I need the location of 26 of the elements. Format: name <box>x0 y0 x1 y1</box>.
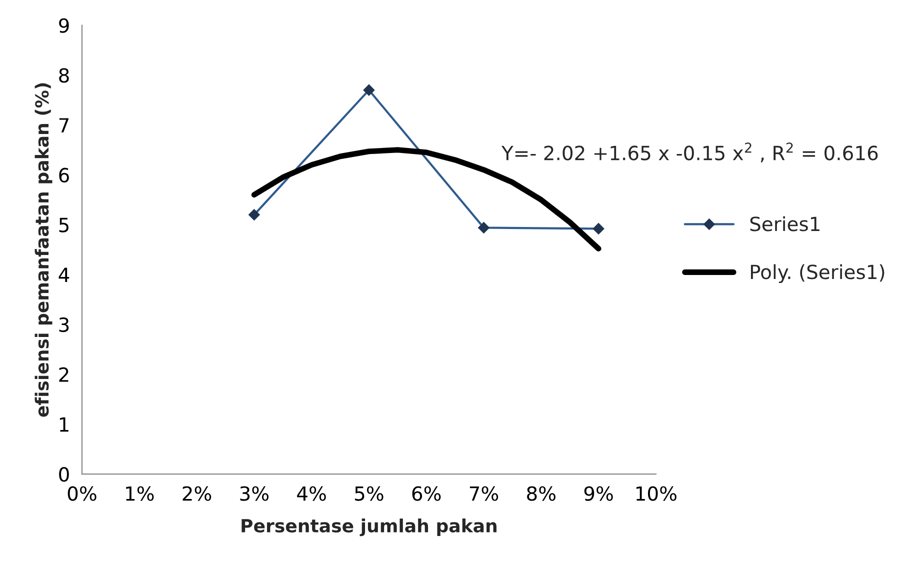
y-tick-label: 0 <box>59 467 69 482</box>
x-tick-label: 9% <box>584 486 613 501</box>
y-tick-label: 1 <box>60 417 68 432</box>
y-tick-label: 9 <box>59 18 69 33</box>
legend-label: Series1 <box>750 216 820 232</box>
annotation: Y=- 2.02 +1.65 x -0.15 x$^{2}$ , R$^{2}$ = 0.616 <box>501 142 878 162</box>
x-tick-label: 3% <box>240 486 269 501</box>
y-tick-label: 5 <box>59 218 68 232</box>
x-tick-label: 2% <box>182 486 212 501</box>
x-tick-label: 0% <box>68 486 96 501</box>
x-tick-label: 8% <box>527 486 556 501</box>
y-tick-label: 6 <box>59 168 69 183</box>
x-tick-label: 7% <box>470 486 498 501</box>
y-tick-label: 4 <box>58 268 70 282</box>
y-tick-label: 3 <box>59 317 69 332</box>
x-tick-label: 6% <box>412 486 441 501</box>
y-tick-label: 8 <box>59 68 69 83</box>
y-tick-label: 2 <box>59 367 68 382</box>
x-tick-label: 5% <box>355 486 384 501</box>
x-tick-label: 1% <box>126 486 154 501</box>
x-tick-label: 4% <box>297 486 326 501</box>
y-axis-title: efisiensi pemanfaatan pakan (%) <box>34 83 52 417</box>
x-axis-title: Persentase jumlah pakan <box>242 518 496 536</box>
legend-label: Poly. (Series1) <box>750 264 884 284</box>
y-tick-label: 7 <box>59 118 69 132</box>
x-tick-label: 10% <box>636 486 676 501</box>
